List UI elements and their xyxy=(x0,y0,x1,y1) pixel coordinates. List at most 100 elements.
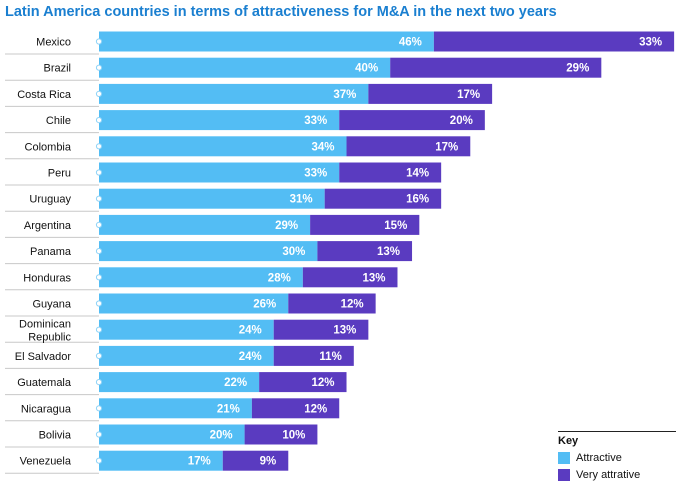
bar-very-attractive-nicaragua xyxy=(251,398,340,419)
category-label-venezuela: Venezuela xyxy=(20,456,72,468)
data-label-very-attractive-honduras: 13% xyxy=(362,272,385,284)
bar-attractive-guatemala xyxy=(99,372,260,393)
category-label-peru: Peru xyxy=(48,168,71,180)
bar-very-attractive-venezuela xyxy=(222,450,289,471)
category-label-chile: Chile xyxy=(46,115,71,127)
category-label-honduras: Honduras xyxy=(23,272,71,284)
bar-attractive-panama xyxy=(99,241,318,262)
legend-title: Key xyxy=(558,435,579,447)
data-label-attractive-brazil: 40% xyxy=(355,63,378,75)
data-label-attractive-nicaragua: 21% xyxy=(217,403,240,415)
category-label-argentina: Argentina xyxy=(24,220,72,232)
legend-label-attractive: Attractive xyxy=(576,452,622,464)
bar-attractive-chile xyxy=(99,110,340,131)
bar-attractive-costa-rica xyxy=(99,83,369,104)
bar-attractive-honduras xyxy=(99,267,303,288)
bar-attractive-peru xyxy=(99,162,340,183)
data-label-attractive-costa-rica: 37% xyxy=(333,89,356,101)
bar-very-attractive-brazil xyxy=(390,57,602,78)
bar-start-marker-uruguay xyxy=(95,195,103,202)
category-label-el-salvador: El Salvador xyxy=(15,351,72,363)
bar-very-attractive-guyana xyxy=(288,293,376,314)
bar-start-marker-guatemala xyxy=(95,379,103,386)
data-label-very-attractive-nicaragua: 12% xyxy=(304,403,327,415)
bar-start-marker-chile xyxy=(95,117,103,124)
bar-attractive-dominican-republic xyxy=(99,319,274,340)
legend-swatch-attractive xyxy=(558,452,570,464)
bar-very-attractive-uruguay xyxy=(324,188,442,209)
bar-attractive-el-salvador xyxy=(99,345,274,366)
data-label-attractive-mexico: 46% xyxy=(399,37,422,49)
data-label-very-attractive-el-salvador: 11% xyxy=(319,351,341,363)
data-label-very-attractive-costa-rica: 17% xyxy=(457,89,480,101)
bar-start-marker-venezuela xyxy=(95,457,103,464)
data-label-attractive-peru: 33% xyxy=(304,168,327,180)
data-label-very-attractive-guyana: 12% xyxy=(341,299,364,311)
data-label-attractive-dominican-republic: 24% xyxy=(239,325,262,337)
data-label-very-attractive-bolivia: 10% xyxy=(282,430,305,442)
data-label-very-attractive-dominican-republic: 13% xyxy=(333,325,356,337)
category-label-uruguay: Uruguay xyxy=(29,194,71,206)
bar-attractive-colombia xyxy=(99,136,347,157)
bar-very-attractive-el-salvador xyxy=(273,345,354,366)
data-label-attractive-chile: 33% xyxy=(304,115,327,127)
category-label-guyana: Guyana xyxy=(32,299,71,311)
data-label-attractive-panama: 30% xyxy=(282,246,305,258)
data-label-very-attractive-venezuela: 9% xyxy=(260,456,277,468)
bar-very-attractive-colombia xyxy=(346,136,471,157)
data-label-attractive-uruguay: 31% xyxy=(290,194,313,206)
bar-start-marker-honduras xyxy=(95,274,103,281)
legend-item-very-attractive: Very attrative xyxy=(558,468,676,482)
bar-attractive-brazil xyxy=(99,57,391,78)
bar-start-marker-peru xyxy=(95,169,103,176)
data-label-attractive-el-salvador: 24% xyxy=(239,351,262,363)
data-label-very-attractive-argentina: 15% xyxy=(384,220,407,232)
data-label-attractive-guyana: 26% xyxy=(253,299,276,311)
bar-very-attractive-mexico xyxy=(433,31,675,52)
bar-start-marker-costa-rica xyxy=(95,90,103,98)
category-label-mexico: Mexico xyxy=(36,37,71,49)
bar-attractive-nicaragua xyxy=(99,398,252,419)
category-label-colombia: Colombia xyxy=(25,141,72,153)
legend-item-attractive: Attractive xyxy=(558,451,676,465)
category-label-brazil: Brazil xyxy=(43,63,71,75)
data-label-very-attractive-peru: 14% xyxy=(406,168,429,180)
category-label-dominican-republic: Dominican Republic xyxy=(19,319,71,344)
legend-label-very-attractive: Very attrative xyxy=(576,469,641,481)
data-label-very-attractive-guatemala: 12% xyxy=(311,377,334,389)
bar-start-marker-argentina xyxy=(95,221,103,228)
data-label-attractive-venezuela: 17% xyxy=(188,456,211,468)
bar-start-marker-nicaragua xyxy=(95,405,103,412)
bar-very-attractive-honduras xyxy=(302,267,398,288)
legend-swatch-very-attractive xyxy=(558,469,570,481)
data-label-attractive-argentina: 29% xyxy=(275,220,298,232)
bar-start-marker-panama xyxy=(95,248,103,255)
legend: Key Attractive Very attrative xyxy=(558,431,676,485)
bar-attractive-venezuela xyxy=(99,450,223,471)
bar-attractive-bolivia xyxy=(99,424,245,445)
bar-start-marker-el-salvador xyxy=(95,352,103,359)
bar-very-attractive-costa-rica xyxy=(368,83,493,104)
bar-attractive-guyana xyxy=(99,293,289,314)
data-label-very-attractive-colombia: 17% xyxy=(435,141,458,153)
bar-start-marker-guyana xyxy=(95,300,103,307)
bar-attractive-mexico xyxy=(99,31,434,52)
bar-very-attractive-panama xyxy=(317,241,413,262)
category-label-panama: Panama xyxy=(30,246,72,258)
data-label-very-attractive-chile: 20% xyxy=(450,115,473,127)
bar-start-marker-brazil xyxy=(95,64,103,71)
data-label-attractive-colombia: 34% xyxy=(311,141,334,153)
data-label-very-attractive-panama: 13% xyxy=(377,246,400,258)
data-label-very-attractive-mexico: 33% xyxy=(639,37,662,49)
bar-attractive-argentina xyxy=(99,214,311,235)
bar-very-attractive-dominican-republic xyxy=(273,319,369,340)
bar-very-attractive-bolivia xyxy=(244,424,318,445)
category-label-bolivia: Bolivia xyxy=(39,430,72,442)
bar-start-marker-bolivia xyxy=(95,431,103,438)
chart-title: Latin America countries in terms of attr… xyxy=(5,4,557,20)
bar-start-marker-colombia xyxy=(95,143,103,150)
bar-attractive-uruguay xyxy=(99,188,325,209)
bar-start-marker-dominican-republic xyxy=(95,326,103,333)
data-label-attractive-honduras: 28% xyxy=(268,272,291,284)
